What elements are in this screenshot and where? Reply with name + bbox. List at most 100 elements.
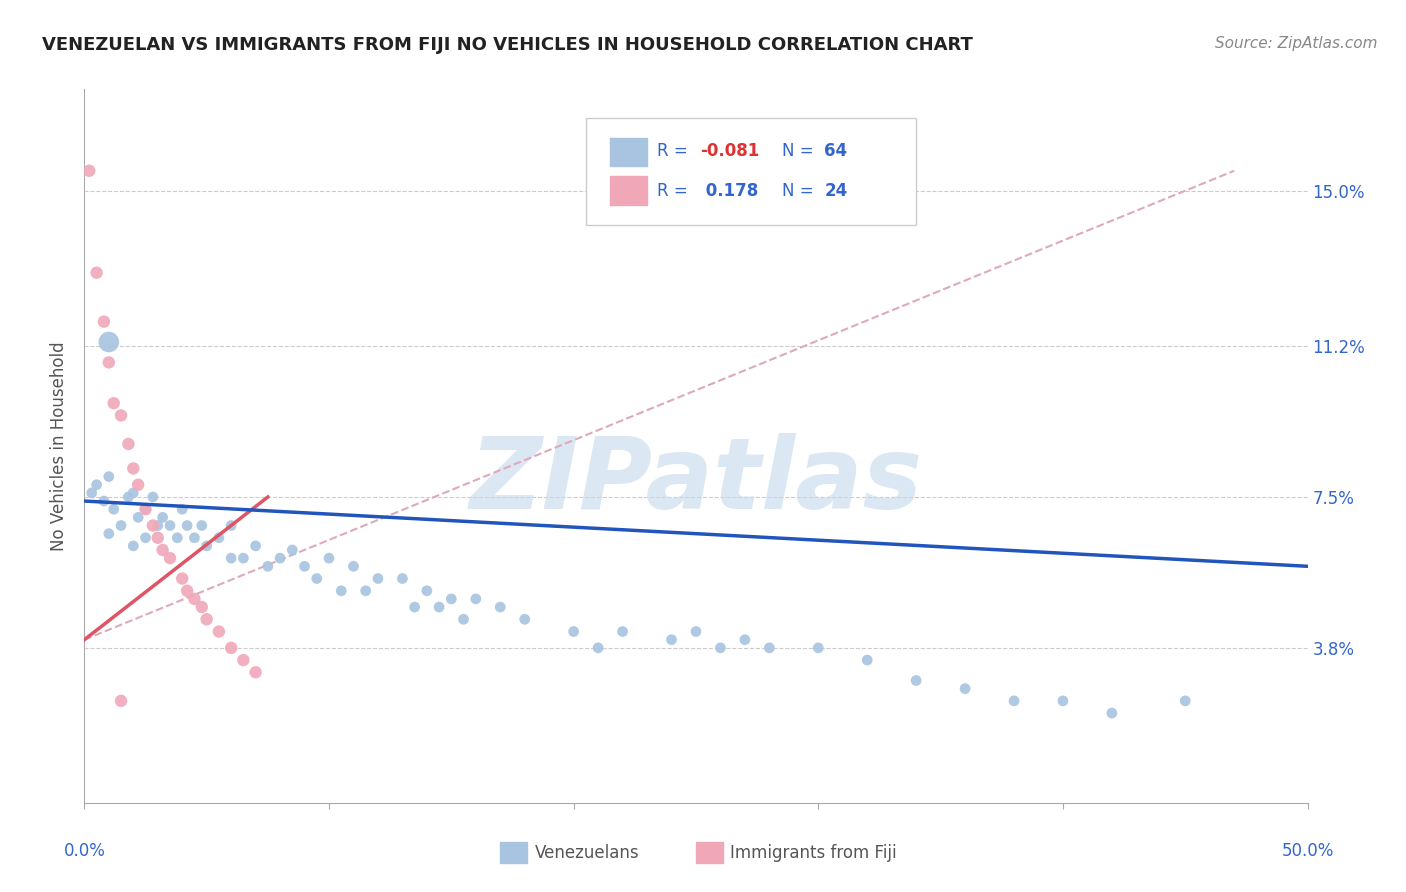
Point [661, 632, 683, 647]
Point [117, 490, 139, 504]
Text: Venezuelans: Venezuelans [534, 844, 640, 862]
Text: R =: R = [657, 143, 693, 161]
FancyBboxPatch shape [586, 118, 917, 225]
Bar [696, 842, 723, 863]
Text: Immigrants from Fiji: Immigrants from Fiji [730, 844, 897, 862]
Point [122, 539, 145, 553]
Text: VENEZUELAN VS IMMIGRANTS FROM FIJI NO VEHICLES IN HOUSEHOLD CORRELATION CHART: VENEZUELAN VS IMMIGRANTS FROM FIJI NO VE… [42, 36, 973, 54]
Point [758, 640, 780, 655]
Point [1052, 694, 1074, 708]
Text: 24: 24 [824, 182, 848, 200]
Point [191, 600, 214, 615]
Point [232, 653, 254, 667]
Point [166, 531, 188, 545]
Point [905, 673, 928, 688]
Point [269, 551, 291, 566]
Point [330, 583, 353, 598]
Point [172, 502, 194, 516]
Point [142, 518, 165, 533]
Text: R =: R = [657, 182, 693, 200]
Point [86, 477, 108, 491]
Point [232, 551, 254, 566]
Point [440, 591, 463, 606]
Point [513, 612, 536, 626]
Point [135, 531, 157, 545]
Point [404, 600, 426, 615]
Point [152, 543, 174, 558]
Point [93, 494, 115, 508]
Point [97, 469, 120, 483]
Point [281, 543, 304, 558]
Text: 50.0%: 50.0% [1281, 842, 1334, 860]
Point [183, 531, 205, 545]
Point [807, 640, 830, 655]
Bar [610, 177, 647, 205]
Point [122, 486, 145, 500]
Point [103, 396, 125, 410]
Point [354, 583, 377, 598]
Point [489, 600, 512, 615]
Point [734, 632, 756, 647]
Point [103, 502, 125, 516]
Point [135, 502, 157, 516]
Point [245, 539, 267, 553]
Text: 0.0%: 0.0% [63, 842, 105, 860]
Point [110, 409, 132, 423]
Point [97, 355, 120, 369]
Point [685, 624, 707, 639]
Point [110, 518, 132, 533]
Y-axis label: No Vehicles in Household: No Vehicles in Household [51, 341, 69, 551]
Bar [501, 842, 527, 863]
Point [127, 510, 149, 524]
Point [93, 315, 115, 329]
Point [97, 334, 120, 349]
Point [219, 518, 242, 533]
Point [146, 518, 169, 533]
Point [586, 640, 609, 655]
Point [195, 612, 218, 626]
Point [195, 539, 218, 553]
Point [294, 559, 316, 574]
Point [245, 665, 267, 680]
Point [416, 583, 439, 598]
Text: N =: N = [782, 182, 818, 200]
Point [159, 551, 181, 566]
Point [208, 531, 231, 545]
Point [856, 653, 879, 667]
Point [562, 624, 585, 639]
Point [135, 502, 157, 516]
Point [391, 572, 413, 586]
Point [86, 266, 108, 280]
Text: 64: 64 [824, 143, 848, 161]
Point [208, 624, 231, 639]
Point [367, 572, 389, 586]
Bar [610, 137, 647, 166]
Text: Source: ZipAtlas.com: Source: ZipAtlas.com [1215, 36, 1378, 51]
Point [318, 551, 340, 566]
Text: 0.178: 0.178 [700, 182, 758, 200]
Point [219, 551, 242, 566]
Point [152, 510, 174, 524]
Point [80, 486, 103, 500]
Point [117, 437, 139, 451]
Point [77, 163, 100, 178]
Point [110, 694, 132, 708]
Point [305, 572, 328, 586]
Point [146, 531, 169, 545]
Point [97, 526, 120, 541]
Text: N =: N = [782, 143, 818, 161]
Point [122, 461, 145, 475]
Point [183, 591, 205, 606]
Text: -0.081: -0.081 [700, 143, 759, 161]
Point [219, 640, 242, 655]
Point [142, 490, 165, 504]
Point [176, 518, 198, 533]
Point [342, 559, 364, 574]
Point [172, 572, 194, 586]
Point [464, 591, 486, 606]
Point [176, 583, 198, 598]
Point [427, 600, 450, 615]
Point [709, 640, 731, 655]
Point [127, 477, 149, 491]
Point [953, 681, 976, 696]
